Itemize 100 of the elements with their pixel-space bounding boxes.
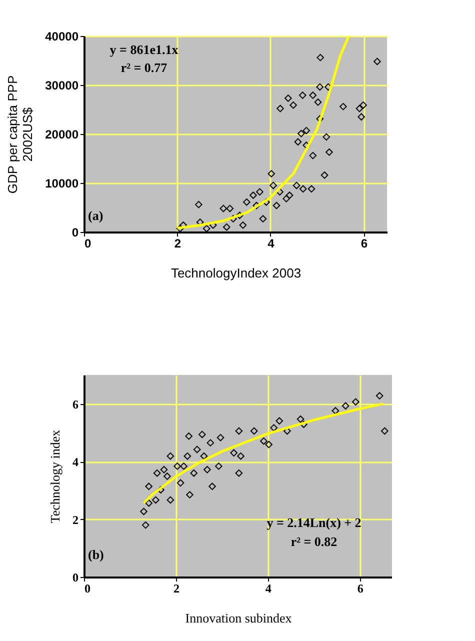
point bbox=[358, 113, 366, 121]
point bbox=[166, 496, 174, 504]
y-tick-label: 4 bbox=[72, 455, 78, 470]
point bbox=[145, 482, 152, 490]
point bbox=[226, 204, 234, 212]
point bbox=[235, 469, 243, 477]
point bbox=[276, 104, 284, 112]
point bbox=[230, 215, 237, 222]
point bbox=[342, 402, 350, 410]
x-tick-label: 2 bbox=[173, 582, 180, 596]
x-tick-label: 0 bbox=[84, 236, 92, 250]
point bbox=[157, 486, 164, 494]
point bbox=[294, 138, 302, 146]
point bbox=[215, 462, 222, 470]
point bbox=[296, 415, 304, 423]
point bbox=[204, 466, 211, 474]
y-tick-label: 6 bbox=[72, 397, 78, 412]
y-tick-label: 10000 bbox=[45, 176, 79, 190]
point bbox=[250, 192, 257, 199]
annotation: r² = 0.82 bbox=[290, 534, 338, 549]
y-tick-label: 40000 bbox=[45, 30, 79, 44]
point bbox=[186, 491, 194, 498]
point bbox=[153, 469, 161, 477]
point bbox=[262, 198, 270, 206]
point bbox=[176, 479, 184, 487]
annotation: (b) bbox=[88, 547, 104, 562]
point bbox=[206, 439, 214, 446]
point bbox=[230, 449, 238, 457]
point bbox=[298, 130, 305, 138]
point bbox=[316, 115, 324, 122]
point bbox=[198, 430, 206, 438]
annotation: y = 861e1.1x bbox=[110, 42, 179, 57]
y-tick-label: 0 bbox=[72, 570, 78, 584]
point bbox=[276, 417, 284, 425]
point bbox=[309, 92, 317, 99]
point bbox=[270, 182, 277, 190]
y-tick-label: 2 bbox=[72, 512, 78, 527]
point bbox=[322, 133, 330, 141]
annotation: (a) bbox=[88, 208, 104, 223]
point bbox=[209, 221, 217, 229]
x-tick-label: 4 bbox=[265, 582, 272, 596]
point bbox=[142, 521, 150, 529]
point bbox=[302, 126, 310, 134]
point bbox=[166, 452, 174, 460]
point bbox=[308, 185, 316, 193]
point bbox=[356, 104, 364, 112]
point bbox=[340, 102, 347, 110]
point bbox=[380, 427, 388, 435]
x-tick-label: 6 bbox=[360, 236, 368, 250]
point bbox=[252, 202, 260, 210]
point bbox=[326, 148, 333, 156]
point bbox=[259, 215, 267, 222]
y-tick-label: 20000 bbox=[45, 128, 79, 142]
point bbox=[320, 172, 328, 179]
point bbox=[250, 427, 258, 435]
point bbox=[284, 94, 292, 102]
point bbox=[184, 452, 192, 460]
point bbox=[239, 221, 247, 229]
point bbox=[145, 499, 152, 507]
point bbox=[276, 188, 284, 196]
point bbox=[299, 185, 307, 193]
point bbox=[374, 58, 381, 66]
point bbox=[268, 170, 276, 178]
point bbox=[376, 392, 384, 400]
point bbox=[193, 446, 201, 454]
point bbox=[190, 469, 198, 477]
y-tick-label: 0 bbox=[72, 226, 79, 240]
point bbox=[235, 427, 243, 435]
point bbox=[316, 54, 324, 62]
point bbox=[164, 472, 171, 480]
point bbox=[195, 200, 202, 208]
y-axis-title: GDP per capita PPP 2002US$ bbox=[5, 75, 36, 194]
line-series bbox=[142, 402, 384, 504]
point bbox=[256, 188, 264, 196]
x-axis-title: Innovation subindex bbox=[185, 610, 292, 626]
point bbox=[316, 83, 324, 91]
point bbox=[140, 508, 148, 516]
point bbox=[260, 437, 268, 445]
point bbox=[152, 496, 160, 504]
point bbox=[292, 182, 300, 190]
point bbox=[272, 202, 280, 210]
point bbox=[300, 420, 308, 428]
point bbox=[314, 98, 322, 106]
x-tick-label: 4 bbox=[268, 236, 275, 250]
point bbox=[202, 224, 210, 232]
y-tick-label: 30000 bbox=[45, 78, 79, 92]
point bbox=[208, 482, 216, 490]
point bbox=[216, 434, 224, 442]
point bbox=[352, 398, 360, 406]
point bbox=[236, 212, 244, 219]
annotation: y = 2.14Ln(x) + 2 bbox=[266, 515, 362, 530]
point bbox=[282, 195, 290, 202]
x-axis-title: TechnologyIndex 2003 bbox=[170, 266, 302, 280]
point bbox=[332, 407, 340, 414]
point bbox=[309, 152, 317, 160]
point bbox=[220, 204, 228, 212]
x-tick-label: 0 bbox=[84, 582, 90, 596]
point bbox=[222, 223, 230, 231]
point bbox=[237, 452, 244, 460]
point bbox=[265, 440, 272, 448]
